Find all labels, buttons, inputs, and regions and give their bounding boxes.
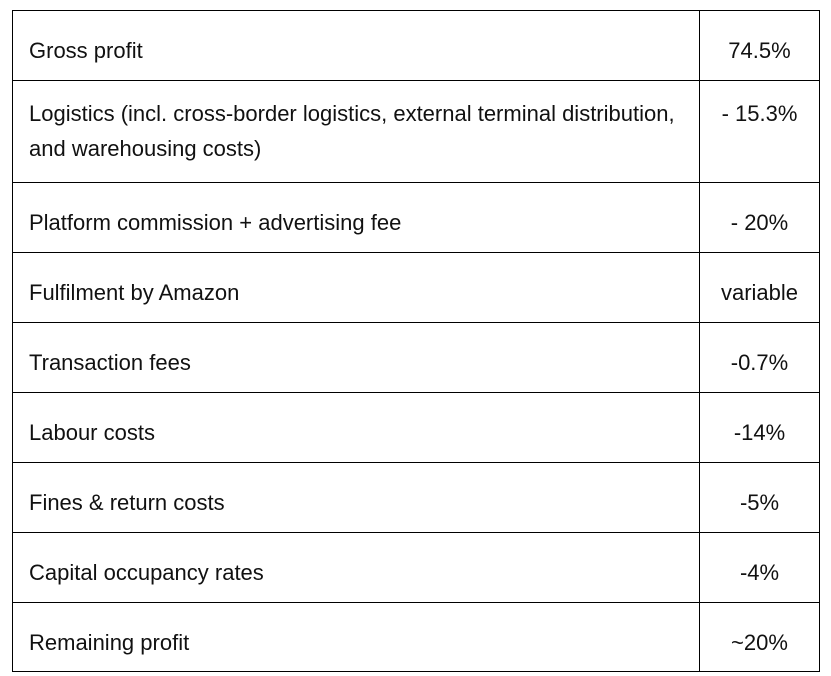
row-value-cell: - 20%: [699, 182, 820, 253]
table-row-gross-profit: Gross profit 74.5%: [12, 10, 820, 81]
table-row-fulfilment: Fulfilment by Amazon variable: [12, 252, 820, 323]
row-label-cell: Capital occupancy rates: [12, 532, 700, 603]
row-value-cell: ~20%: [699, 602, 820, 672]
row-label-cell: Transaction fees: [12, 322, 700, 393]
row-value: ~20%: [731, 630, 788, 655]
row-value-cell: -14%: [699, 392, 820, 463]
row-value: - 20%: [730, 210, 789, 235]
table-row-logistics: Logistics (incl. cross-border logistics,…: [12, 80, 820, 183]
table-row-platform-commission: Platform commission + advertising fee - …: [12, 182, 820, 253]
row-value: -14%: [733, 420, 786, 445]
row-label: Remaining profit: [29, 630, 190, 655]
row-label-cell: Fulfilment by Amazon: [12, 252, 700, 323]
row-label-cell: Gross profit: [12, 10, 700, 81]
row-value-cell: variable: [699, 252, 820, 323]
row-value: -4%: [739, 560, 780, 585]
row-label-cell: Labour costs: [12, 392, 700, 463]
table-row-capital-occupancy: Capital occupancy rates -4%: [12, 532, 820, 603]
row-label: Labour costs: [29, 420, 155, 445]
table-row-transaction-fees: Transaction fees -0.7%: [12, 322, 820, 393]
row-label-cell: Fines & return costs: [12, 462, 700, 533]
row-label-cell: Remaining profit: [12, 602, 700, 672]
row-value-cell: 74.5%: [699, 10, 820, 81]
row-label: Transaction fees: [29, 350, 191, 375]
row-value: - 15.3%: [721, 101, 798, 126]
table-row-labour-costs: Labour costs -14%: [12, 392, 820, 463]
table-row-remaining-profit: Remaining profit ~20%: [12, 602, 820, 672]
row-label-cell: Platform commission + advertising fee: [12, 182, 700, 253]
row-value: -5%: [739, 490, 780, 515]
row-value-cell: -4%: [699, 532, 820, 603]
row-value-cell: -5%: [699, 462, 820, 533]
row-value: -0.7%: [730, 350, 789, 375]
row-label-cell: Logistics (incl. cross-border logistics,…: [12, 80, 700, 183]
row-value: variable: [720, 280, 799, 305]
row-label: Capital occupancy rates: [29, 560, 264, 585]
table-row-fines-returns: Fines & return costs -5%: [12, 462, 820, 533]
row-value-cell: - 15.3%: [699, 80, 820, 183]
cost-breakdown-table: Gross profit 74.5% Logistics (incl. cros…: [12, 10, 820, 672]
row-label: Platform commission + advertising fee: [29, 210, 402, 235]
row-label: Fulfilment by Amazon: [29, 280, 240, 305]
row-label: Logistics (incl. cross-border logistics,…: [29, 101, 675, 161]
row-label: Fines & return costs: [29, 490, 225, 515]
row-value-cell: -0.7%: [699, 322, 820, 393]
row-value: 74.5%: [728, 38, 791, 63]
row-label: Gross profit: [29, 38, 143, 63]
